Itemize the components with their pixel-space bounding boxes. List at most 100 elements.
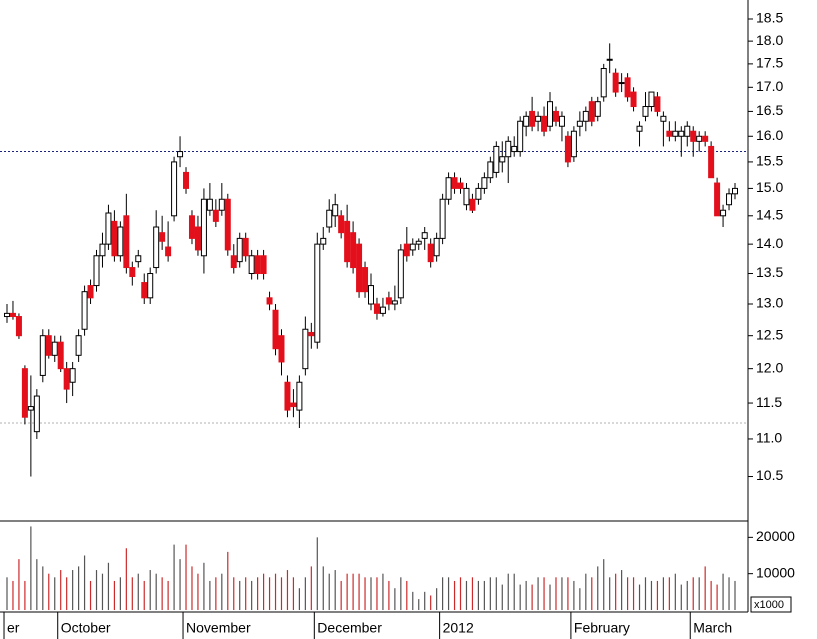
candle-body (224, 198, 231, 251)
candle-body (105, 212, 112, 245)
candle-body (350, 232, 357, 269)
candle-body (535, 115, 542, 122)
candle-body (81, 291, 88, 330)
candle-body (326, 209, 333, 228)
y-tick-label: 11.5 (756, 394, 782, 410)
candle-body (27, 406, 34, 411)
x-tick-label: 2012 (443, 620, 474, 636)
candle-body (684, 125, 691, 137)
candle-body (212, 209, 219, 222)
candle-body (33, 395, 40, 433)
x-tick-label: February (574, 620, 630, 636)
candle-body (564, 135, 571, 163)
candle-body (93, 255, 100, 287)
candle-body (57, 341, 64, 370)
candle-body (630, 91, 637, 108)
candle-body (720, 209, 727, 217)
candle-body (314, 243, 321, 343)
candle-body (552, 110, 559, 122)
candle-body (594, 101, 601, 117)
candle-body (493, 145, 500, 173)
candle-body (129, 267, 136, 278)
candle-body (147, 273, 154, 299)
x-tick-label: March (693, 620, 732, 636)
candle-body (415, 240, 422, 245)
candle-body (206, 198, 213, 211)
candle-body (678, 130, 685, 137)
unit-box (750, 596, 792, 613)
candle-body (726, 193, 733, 206)
candle-body (4, 312, 10, 318)
candle-body (290, 402, 297, 408)
candle-body (439, 198, 446, 239)
candle-body (511, 145, 518, 153)
candle-body (188, 215, 195, 239)
y-tick-label: 18.0 (756, 32, 783, 48)
candle-body (338, 215, 345, 234)
candle-body (714, 182, 721, 217)
candle-body (344, 220, 351, 263)
candle-body (51, 341, 58, 356)
candle-body (87, 285, 94, 299)
candle-body (284, 381, 291, 411)
candle-body (576, 120, 583, 127)
candle-body (356, 243, 363, 293)
candle-body (469, 198, 476, 211)
candle-body (385, 297, 392, 305)
candle-body (368, 285, 374, 305)
candle-body (159, 232, 166, 242)
candle-body (230, 255, 237, 269)
x-tick-label: December (317, 620, 382, 636)
candle-body (618, 82, 625, 85)
candle-body (320, 237, 327, 245)
candle-body (99, 243, 106, 257)
candle-body (117, 226, 124, 257)
candle-body (362, 267, 369, 293)
candle-body (427, 243, 434, 263)
candle-body (457, 182, 464, 189)
candle-body (302, 328, 309, 370)
candle-body (433, 237, 440, 257)
candle-body (242, 237, 249, 257)
y-tick-label: 12.5 (756, 326, 783, 342)
candle-body (409, 243, 416, 251)
candle-body (63, 368, 70, 390)
candle-body (177, 151, 184, 158)
candle-body (69, 368, 76, 383)
candle-body (517, 120, 524, 153)
x-tick-label: er (7, 620, 20, 636)
candle-body (660, 115, 667, 122)
candle-body (672, 130, 679, 137)
candle-body (487, 161, 494, 179)
candle-body (272, 309, 279, 350)
y-tick-label: 12.0 (756, 359, 783, 375)
candle-body (9, 312, 16, 318)
y-tick-label: 15.0 (756, 179, 783, 195)
candle-body (218, 198, 225, 211)
candle-body (696, 135, 703, 142)
candle-body (421, 232, 428, 239)
y-tick-label: 14.0 (756, 235, 783, 251)
candle-body (296, 381, 303, 411)
candle-body (475, 187, 482, 200)
candle-body (111, 220, 118, 257)
candle-body (582, 110, 589, 122)
candle-body (135, 255, 142, 263)
candle-body (236, 237, 243, 263)
candle-body (171, 161, 178, 217)
candle-body (612, 72, 619, 93)
candle-body (708, 145, 715, 179)
candle-body (523, 115, 530, 127)
candle-body (529, 110, 536, 127)
candle-body (45, 335, 52, 356)
candle-body (690, 130, 697, 142)
candle-body (248, 255, 255, 275)
candle-body (606, 58, 613, 61)
y-tick-label: 16.0 (756, 127, 783, 143)
x-tick-label: November (186, 620, 251, 636)
candle-body (391, 300, 398, 305)
candle-body (642, 106, 649, 117)
candle-body (648, 91, 655, 108)
candle-body (505, 140, 512, 158)
